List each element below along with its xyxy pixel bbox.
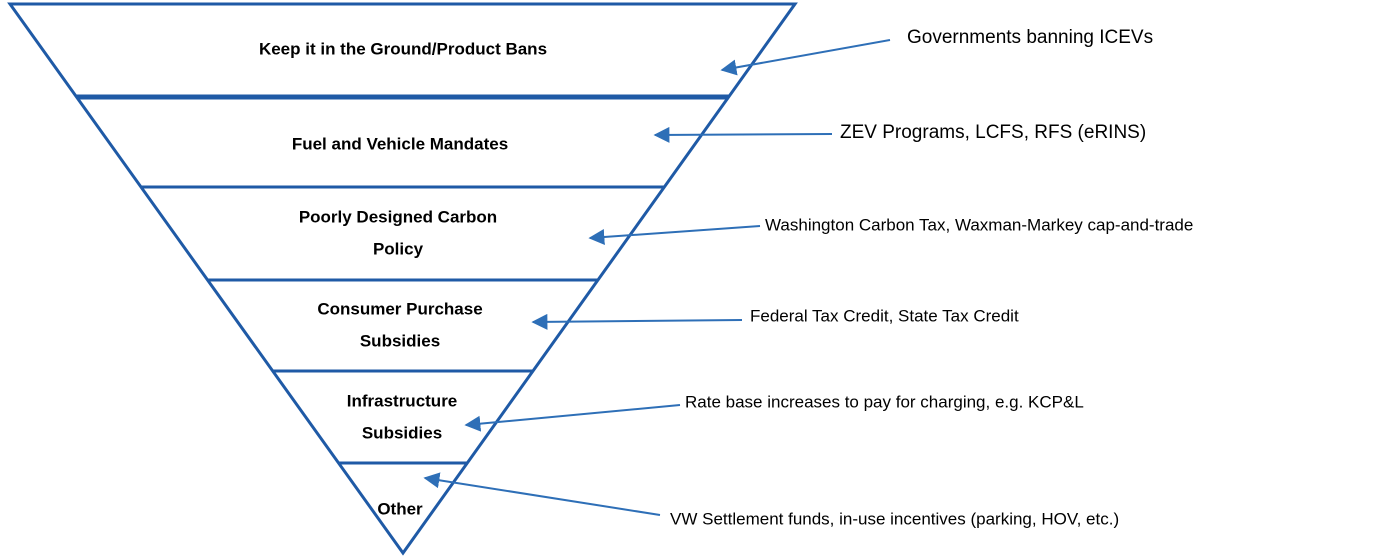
level-label: Infrastructure: [347, 391, 458, 410]
annotation: Washington Carbon Tax, Waxman-Markey cap…: [765, 215, 1193, 234]
arrow: [423, 472, 661, 516]
arrow: [653, 126, 833, 143]
annotation: Rate base increases to pay for charging,…: [685, 392, 1084, 411]
arrow: [588, 225, 761, 245]
level-label: Other: [377, 499, 423, 518]
level-label: Subsidies: [362, 423, 442, 442]
arrow: [464, 404, 681, 432]
arrow: [720, 39, 891, 76]
level-label: Subsidies: [360, 331, 440, 350]
level-label: Poorly Designed Carbon: [299, 207, 497, 226]
level-label: Fuel and Vehicle Mandates: [292, 134, 508, 153]
level-label: Consumer Purchase: [317, 299, 482, 318]
level-label: Policy: [373, 239, 424, 258]
annotation: Governments banning ICEVs: [907, 27, 1153, 48]
annotation: ZEV Programs, LCFS, RFS (eRINS): [840, 122, 1146, 143]
annotation: VW Settlement funds, in-use incentives (…: [670, 509, 1119, 528]
level-label: Keep it in the Ground/Product Bans: [259, 39, 547, 58]
arrow: [531, 313, 743, 330]
annotation: Federal Tax Credit, State Tax Credit: [750, 306, 1019, 325]
